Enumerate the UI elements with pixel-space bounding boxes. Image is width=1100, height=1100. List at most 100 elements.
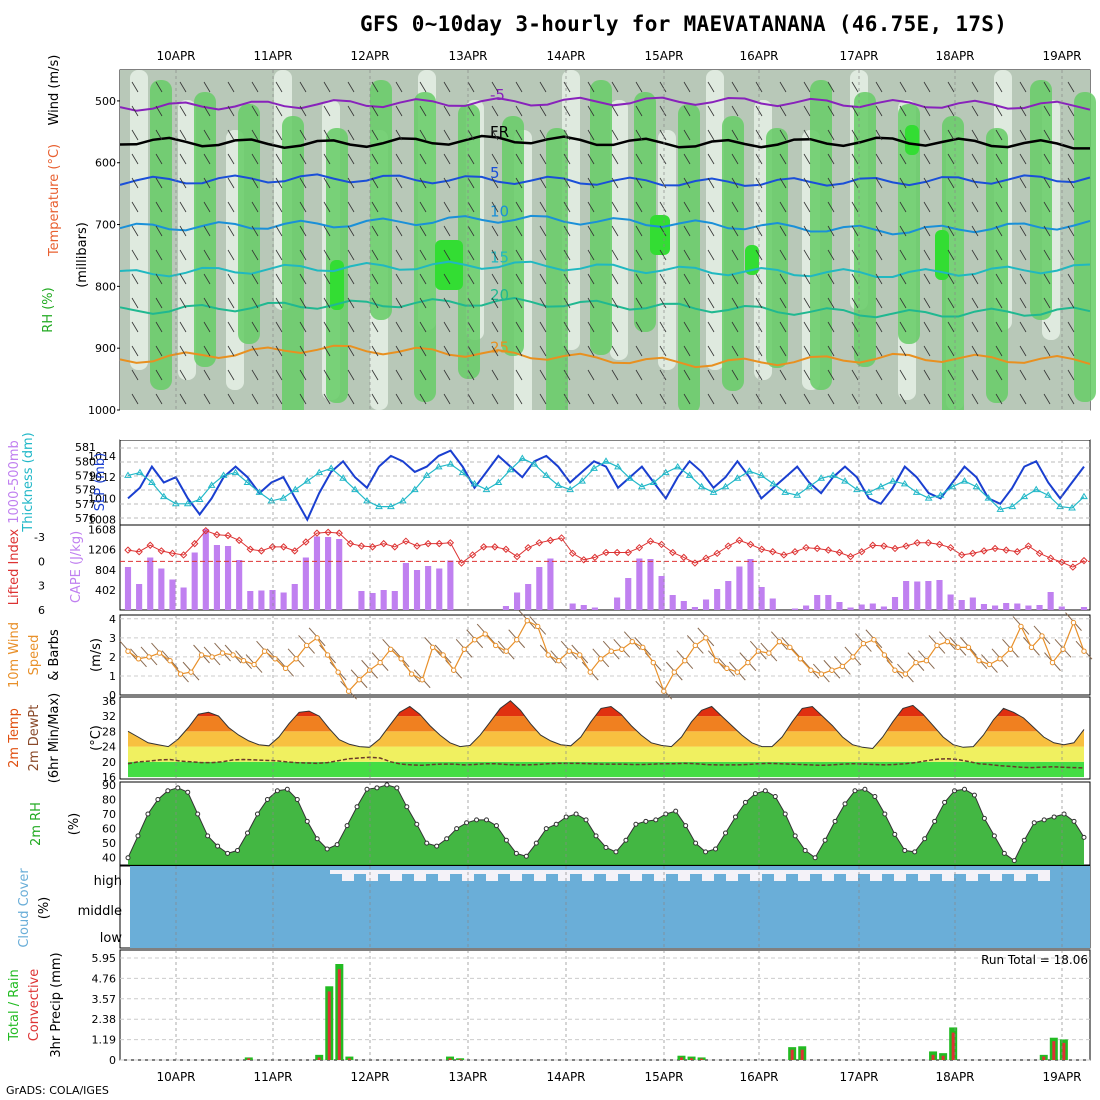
wind-barb [707,153,715,165]
wind-barb [347,321,355,333]
temp-tick-label: 16 [102,771,116,784]
rh-moist-area [590,80,612,355]
wind-speed-point [387,646,394,652]
thickness-point [793,491,802,498]
wind-barb [827,105,835,117]
rh2m-point [802,847,808,853]
li-point [135,548,143,556]
thickness-point [446,460,455,467]
wind-barb [947,81,955,93]
li-point [724,542,732,550]
temperature-contour [119,296,1091,319]
thickness-point [518,454,527,461]
cloud-gap-high [822,870,834,881]
wind-barb [491,273,499,285]
wind-barb [323,321,331,333]
wind-barb [131,273,139,285]
temperature-contour [119,96,1091,112]
rh2m-point [513,850,519,856]
wind-barb [491,153,499,165]
cloud-gap-high [582,870,594,881]
wind-barb [131,345,139,357]
cape-tick-label: 402 [95,584,116,597]
wind-barb [179,345,187,357]
cloud-gap-high [714,870,726,874]
wind-barb [635,153,643,165]
wind-barb [755,321,763,333]
panel-frame-slp [119,439,1091,526]
li-point [1002,546,1010,554]
li-point [746,540,755,549]
wind-barb [1067,345,1075,357]
wind-barb [611,273,619,285]
wind-speed-point [156,650,163,656]
wind-barb [131,201,139,213]
li-point [924,539,933,547]
wind-barb [827,249,835,261]
thickness-point [781,488,790,495]
rh-saturated-area [330,260,344,310]
wind-barb [539,321,547,333]
wind-barb [899,369,907,381]
rh-moist-area [502,116,524,356]
wind-barb [683,393,691,405]
wind-barb [1043,345,1051,357]
wind-barb [587,273,595,285]
wind-barb [947,369,955,381]
li-point [602,548,610,557]
wind-barb [227,393,235,405]
cape-bar [1080,607,1088,610]
rh2m-point [175,785,181,791]
thickness-point [1032,485,1041,493]
wind-barb [1019,105,1027,117]
wind-barb [275,105,283,117]
thickness-point [829,471,837,478]
wind-speed-point [734,669,741,675]
li-point [635,543,644,552]
thickness-point [375,502,383,510]
rh-moist-area [370,80,392,320]
wind-speed-point [450,667,457,673]
li-point [769,548,777,556]
wind-barb [1043,321,1051,333]
wind-speed-point [797,656,804,662]
wind-barb [1043,129,1051,141]
wind-barb [419,177,427,189]
wind-barb [131,321,139,333]
thickness-point [434,462,443,470]
precip-tick-label: 5.95 [92,952,117,965]
rh2m-point [264,796,270,802]
wind-barb [131,153,139,165]
grads-credit: GrADS: COLA/IGES [6,1084,109,1097]
rh2m-point [962,786,967,792]
thickness-point [1008,502,1017,510]
wind-speed-point [177,671,184,677]
wind-barb [1019,345,1027,357]
wind-barb [443,153,451,165]
temp-series [127,700,1085,750]
wind-barb [755,81,763,93]
precip-convective-bar [317,1057,321,1060]
wind-barb [1067,153,1075,165]
wind-speed-point [713,658,720,664]
wind-barb [1067,201,1075,213]
precip-convective-bar [1042,1056,1046,1060]
wind-barb [275,129,283,141]
li-point [813,544,821,553]
wind-barb [875,345,883,357]
wind-barb [251,273,259,285]
wind-barb [131,129,139,141]
cape-bar [413,570,421,610]
li-point [402,537,410,545]
wind-barb [755,153,763,165]
wind-speed-point [755,648,762,654]
wind-barb [467,369,475,381]
wind-barb [539,177,547,189]
wind-barb [851,273,859,285]
temperature-contour [119,134,1090,150]
ylabel-millibars: (millibars) [75,222,90,288]
wind-barb [251,345,259,357]
precip-convective-bar [327,991,331,1060]
wind-barb [347,129,355,141]
rh2m-point [603,845,609,851]
